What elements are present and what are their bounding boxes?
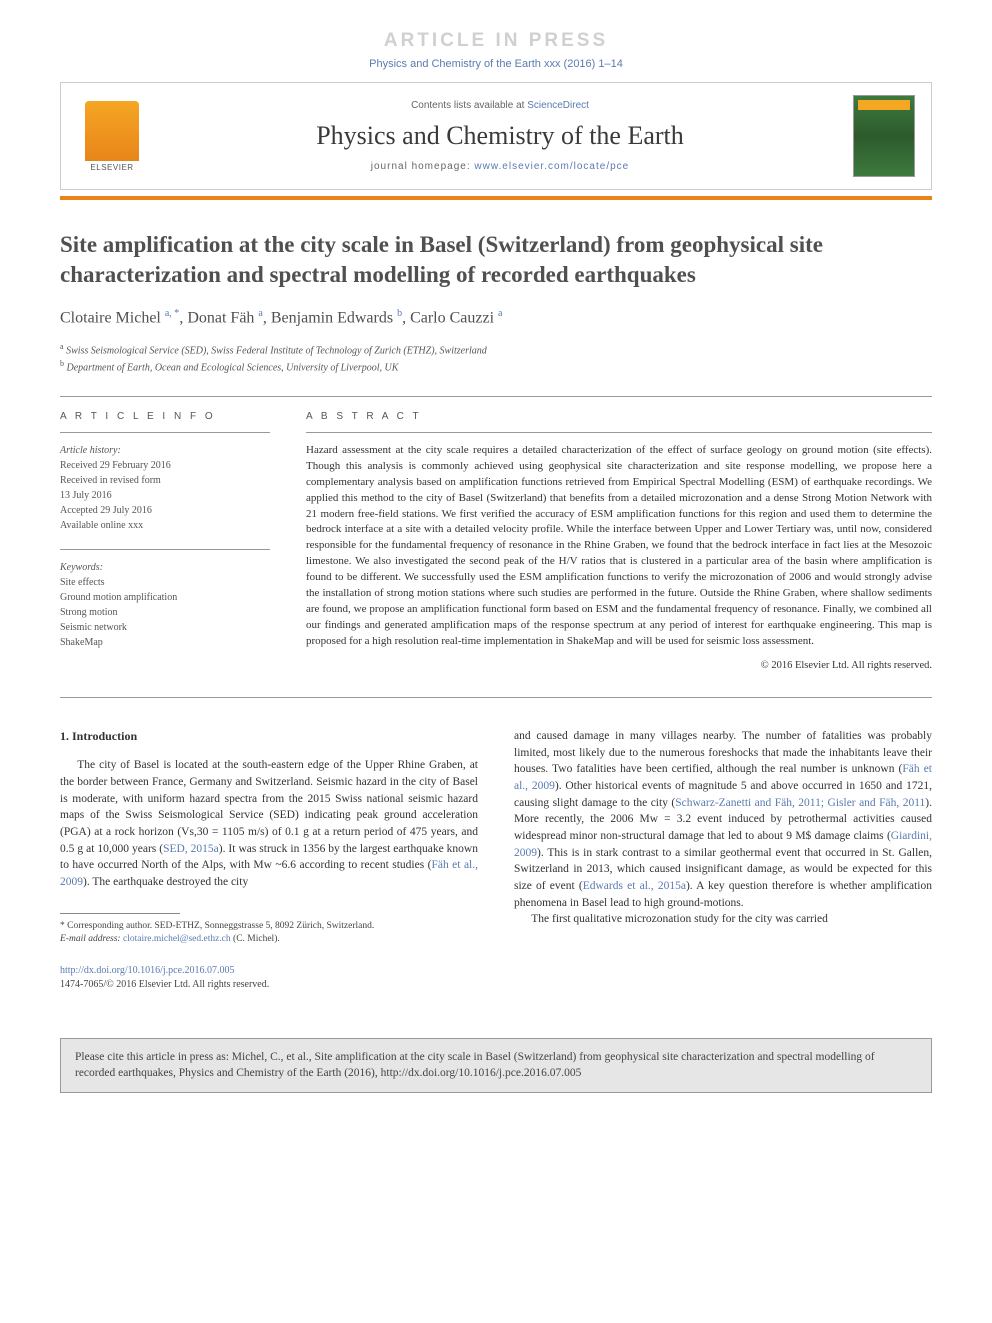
section-1-heading: 1. Introduction (60, 728, 478, 745)
kw-3: Seismic network (60, 620, 270, 635)
corr-email-link[interactable]: clotaire.michel@sed.ethz.ch (123, 934, 231, 944)
history-4: Available online xxx (60, 518, 270, 533)
kw-0: Site effects (60, 575, 270, 590)
history-1: Received in revised form (60, 473, 270, 488)
article-info-col: A R T I C L E I N F O Article history: R… (60, 411, 270, 671)
abstract-col: A B S T R A C T Hazard assessment at the… (306, 411, 932, 671)
footnote-rule (60, 913, 180, 914)
history-label: Article history: (60, 443, 270, 458)
intro-p1-left: The city of Basel is located at the sout… (60, 757, 478, 890)
ref-edwards-2015a[interactable]: Edwards et al., 2015a (583, 880, 686, 892)
intro-p2-right: The first qualitative microzonation stud… (514, 911, 932, 928)
running-head: Physics and Chemistry of the Earth xxx (… (60, 58, 932, 70)
homepage-pre: journal homepage: (371, 161, 475, 172)
accent-rule (60, 196, 932, 200)
keywords-label: Keywords: (60, 560, 270, 575)
c1-pre: The city of Basel is located at the sout… (60, 759, 478, 854)
contents-pre: Contents lists available at (411, 100, 527, 111)
in-press-banner: ARTICLE IN PRESS (60, 30, 932, 52)
contents-line: Contents lists available at ScienceDirec… (167, 100, 833, 111)
thin-rule (60, 396, 932, 397)
c1-end: ). The earthquake destroyed the city (83, 876, 248, 888)
sciencedirect-link[interactable]: ScienceDirect (527, 100, 589, 111)
affiliation-a: a Swiss Seismological Service (SED), Swi… (60, 341, 932, 358)
corr-line: * Corresponding author. SED-ETHZ, Sonneg… (60, 920, 478, 933)
issn-copyright: 1474-7065/© 2016 Elsevier Ltd. All right… (60, 979, 269, 990)
email-suffix: (C. Michel). (231, 934, 280, 944)
history-0: Received 29 February 2016 (60, 458, 270, 473)
history-block: Article history: Received 29 February 20… (60, 443, 270, 533)
author-list: Clotaire Michel a, *, Donat Fäh a, Benja… (60, 308, 932, 327)
history-2: 13 July 2016 (60, 488, 270, 503)
affiliations: a Swiss Seismological Service (SED), Swi… (60, 341, 932, 376)
doi-block: http://dx.doi.org/10.1016/j.pce.2016.07.… (60, 964, 478, 992)
corresponding-footnote: * Corresponding author. SED-ETHZ, Sonneg… (60, 920, 478, 947)
history-3: Accepted 29 July 2016 (60, 503, 270, 518)
body-col-right: and caused damage in many villages nearb… (514, 728, 932, 992)
affil-a-text: Swiss Seismological Service (SED), Swiss… (66, 345, 487, 356)
homepage-line: journal homepage: www.elsevier.com/locat… (167, 161, 833, 172)
intro-p1-right: and caused damage in many villages nearb… (514, 728, 932, 911)
info-rule (60, 432, 270, 433)
kw-1: Ground motion amplification (60, 590, 270, 605)
cite-box: Please cite this article in press as: Mi… (60, 1038, 932, 1092)
abstract-rule (306, 432, 932, 433)
header-center: Contents lists available at ScienceDirec… (167, 100, 833, 172)
article-title: Site amplification at the city scale in … (60, 230, 932, 290)
copyright: © 2016 Elsevier Ltd. All rights reserved… (306, 660, 932, 671)
email-label: E-mail address: (60, 934, 121, 944)
kw-4: ShakeMap (60, 635, 270, 650)
homepage-link[interactable]: www.elsevier.com/locate/pce (474, 161, 629, 172)
info-label: A R T I C L E I N F O (60, 411, 270, 422)
mid-rule (60, 697, 932, 698)
abstract-label: A B S T R A C T (306, 411, 932, 422)
page: ARTICLE IN PRESS Physics and Chemistry o… (0, 0, 992, 1012)
c2-pre: and caused damage in many villages nearb… (514, 730, 932, 775)
abstract-text: Hazard assessment at the city scale requ… (306, 443, 932, 650)
elsevier-logo: ELSEVIER (77, 96, 147, 176)
affiliation-b: b Department of Earth, Ocean and Ecologi… (60, 358, 932, 375)
body-col-left: 1. Introduction The city of Basel is loc… (60, 728, 478, 992)
journal-name: Physics and Chemistry of the Earth (167, 121, 833, 151)
info-abstract-row: A R T I C L E I N F O Article history: R… (60, 411, 932, 671)
elsevier-tree-icon (85, 101, 139, 161)
publisher-name: ELSEVIER (90, 163, 133, 172)
body-columns: 1. Introduction The city of Basel is loc… (60, 728, 932, 992)
email-line: E-mail address: clotaire.michel@sed.ethz… (60, 933, 478, 946)
kw-2: Strong motion (60, 605, 270, 620)
ref-sed-2015a[interactable]: SED, 2015a (163, 843, 219, 855)
affil-b-text: Department of Earth, Ocean and Ecologica… (67, 363, 399, 374)
journal-header: ELSEVIER Contents lists available at Sci… (60, 82, 932, 190)
doi-link[interactable]: http://dx.doi.org/10.1016/j.pce.2016.07.… (60, 965, 235, 976)
kw-rule (60, 549, 270, 550)
journal-cover-thumb (853, 95, 915, 177)
ref-schwarz-gisler[interactable]: Schwarz-Zanetti and Fäh, 2011; Gisler an… (675, 797, 925, 809)
keywords-block: Keywords: Site effects Ground motion amp… (60, 560, 270, 650)
